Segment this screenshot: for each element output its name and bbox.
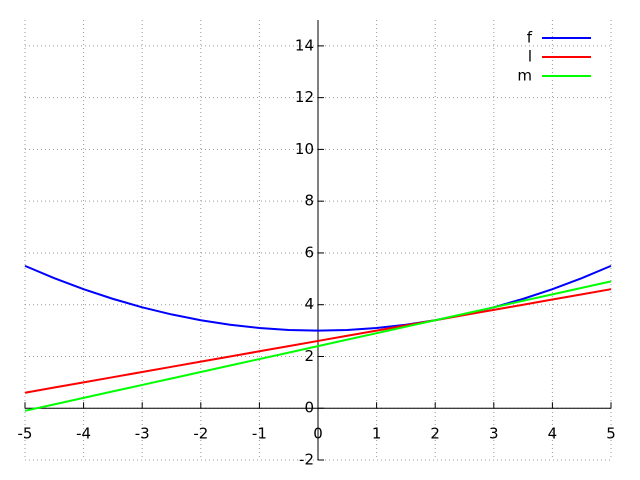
x-tick-label: 4 bbox=[548, 425, 558, 443]
x-tick-label: -5 bbox=[18, 425, 33, 443]
y-tick-label: 14 bbox=[295, 36, 314, 54]
x-tick-label: 2 bbox=[430, 425, 440, 443]
y-tick-label: 2 bbox=[304, 347, 314, 365]
x-tick-label: 3 bbox=[489, 425, 499, 443]
y-tick-label: 12 bbox=[295, 88, 314, 106]
x-tick-label: -4 bbox=[76, 425, 91, 443]
y-tick-label: 6 bbox=[304, 243, 314, 261]
line-series bbox=[24, 264, 612, 332]
legend-label: m bbox=[517, 67, 532, 85]
y-tick-label: 4 bbox=[304, 295, 314, 313]
legend-label: f bbox=[527, 29, 533, 47]
line-series bbox=[24, 280, 612, 412]
legend-label: l bbox=[528, 48, 532, 66]
x-tick-label: -2 bbox=[193, 425, 208, 443]
x-tick-label: 5 bbox=[606, 425, 616, 443]
line-series bbox=[24, 288, 612, 394]
x-tick-label: 1 bbox=[372, 425, 382, 443]
y-tick-label: 8 bbox=[304, 192, 314, 210]
y-tick-label: 10 bbox=[295, 140, 314, 158]
x-tick-label: -1 bbox=[252, 425, 267, 443]
x-tick-label: -3 bbox=[135, 425, 150, 443]
y-tick-label: -2 bbox=[299, 451, 314, 469]
